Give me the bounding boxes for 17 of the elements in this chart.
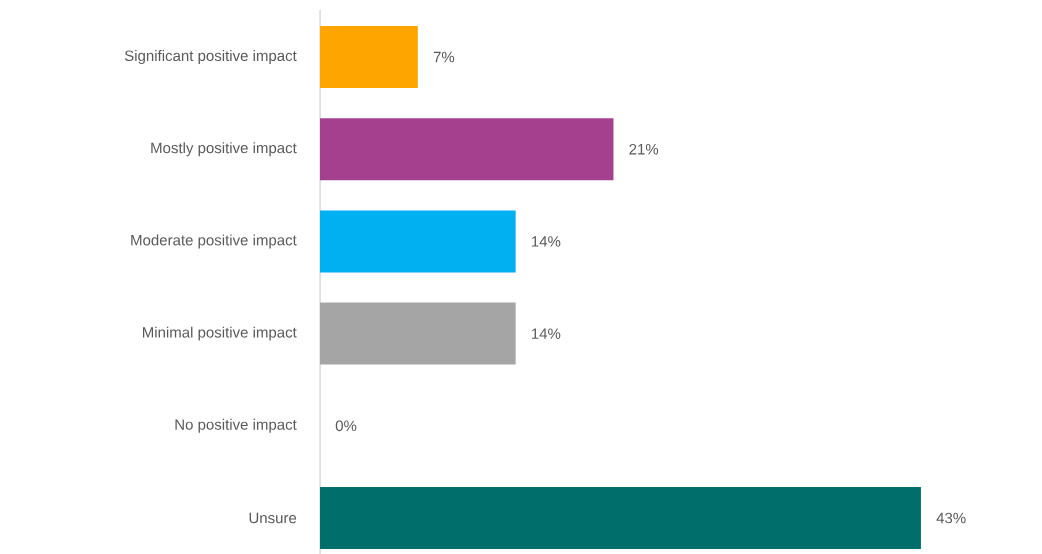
bar	[320, 26, 418, 89]
bar	[320, 487, 921, 550]
bar	[320, 210, 516, 273]
bar	[320, 118, 614, 181]
data-label: 14%	[532, 236, 561, 247]
y-tick-label: No positive impact	[175, 418, 297, 433]
y-tick-label: Mostly positive impact	[151, 142, 297, 157]
data-label: 7%	[433, 51, 455, 63]
data-label: 14%	[532, 328, 561, 339]
data-label: 21%	[629, 143, 659, 155]
y-tick-label: Moderate positive impact	[131, 234, 297, 249]
bar	[320, 302, 516, 365]
data-label: 0%	[335, 420, 357, 432]
y-tick-label: Significant positive impact	[124, 50, 297, 64]
y-tick-label: Minimal positive impact	[142, 326, 297, 341]
y-tick-label: Unsure	[249, 512, 297, 524]
data-label: 43%	[936, 512, 966, 524]
